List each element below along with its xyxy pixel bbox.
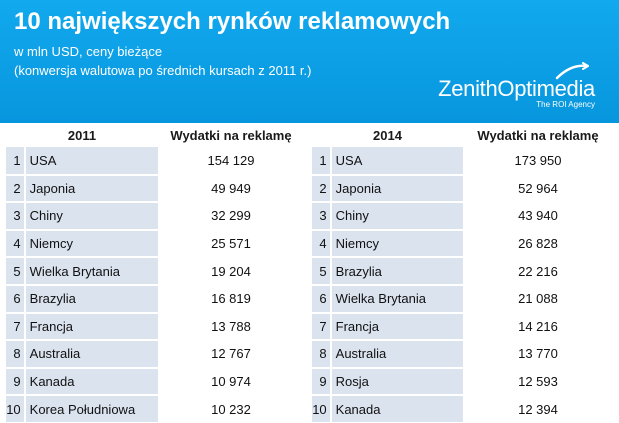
table-row: 4 Niemcy 26 828 [312, 229, 613, 259]
country-cell: Rosja [330, 367, 463, 397]
logo-name: ZenithOptimedia [438, 76, 595, 101]
rank-cell: 10 [312, 395, 332, 423]
value-cell: 52 964 [463, 174, 613, 204]
country-cell: Korea Południowa [24, 395, 158, 423]
table-row: 5 Brazylia 22 216 [312, 257, 613, 286]
rank-cell: 7 [6, 312, 26, 342]
value-cell: 49 949 [158, 174, 304, 204]
subtitle-conversion-note: (konwersja walutowa po średnich kursach … [14, 63, 312, 78]
header-banner: 10 największych rynków reklamowych w mln… [0, 0, 619, 123]
table-row: 8 Australia 13 770 [312, 340, 613, 369]
value-cell: 16 819 [158, 284, 304, 314]
country-cell: Wielka Brytania [24, 257, 158, 286]
rank-cell: 5 [312, 257, 332, 286]
rank-cell: 4 [312, 229, 332, 259]
table-row: 6 Wielka Brytania 21 088 [312, 284, 613, 314]
subtitle: w mln USD, ceny bieżące (konwersja walut… [14, 42, 311, 80]
country-cell: Wielka Brytania [330, 284, 463, 314]
value-cell: 154 129 [158, 147, 304, 176]
table-row: 10 Korea Południowa 10 232 [6, 395, 304, 423]
value-cell: 19 204 [158, 257, 304, 286]
table-row: 9 Rosja 12 593 [312, 367, 613, 397]
value-cell: 32 299 [158, 202, 304, 231]
table-2014: 2014 Wydatki na reklamę 1 USA 173 950 2 Japo… [312, 124, 613, 423]
country-cell: Niemcy [330, 229, 463, 259]
value-cell: 43 940 [463, 202, 613, 231]
value-cell: 22 216 [463, 257, 613, 286]
rank-cell: 4 [6, 229, 26, 259]
table-row: 10 Kanada 12 394 [312, 395, 613, 423]
country-cell: Chiny [24, 202, 158, 231]
country-cell: Brazylia [330, 257, 463, 286]
rank-cell: 9 [312, 367, 332, 397]
value-cell: 13 770 [463, 340, 613, 369]
country-cell: USA [330, 147, 463, 176]
table-row: 3 Chiny 32 299 [6, 202, 304, 231]
subtitle-units: w mln USD, ceny bieżące [14, 44, 163, 59]
country-cell: Australia [24, 340, 158, 369]
value-header: Wydatki na reklamę [170, 128, 292, 143]
rank-cell: 1 [6, 147, 26, 176]
header-background [0, 0, 619, 123]
year-header: 2014 [373, 128, 402, 143]
table-row: 7 Francja 14 216 [312, 312, 613, 342]
value-cell: 12 394 [463, 395, 613, 423]
year-header: 2011 [67, 128, 97, 143]
value-cell: 10 974 [158, 367, 304, 397]
table-row: 3 Chiny 43 940 [312, 202, 613, 231]
logo-swoosh-icon [555, 62, 589, 80]
rank-cell: 6 [6, 284, 26, 314]
country-cell: USA [24, 147, 158, 176]
table-row: 1 USA 154 129 [6, 147, 304, 176]
rank-cell: 8 [6, 340, 26, 369]
table-2011: 2011 Wydatki na reklamę 1 USA 154 129 2 Japo… [6, 124, 304, 423]
table-row: 2 Japonia 52 964 [312, 174, 613, 204]
rank-cell: 1 [312, 147, 332, 176]
value-cell: 13 788 [158, 312, 304, 342]
rank-cell: 7 [312, 312, 332, 342]
rank-cell: 9 [6, 367, 26, 397]
zenithoptimedia-logo: ZenithOptimedia The ROI Agency [438, 62, 595, 109]
rank-cell: 3 [6, 202, 26, 231]
page-title: 10 największych rynków reklamowych [14, 8, 451, 35]
rank-cell: 2 [6, 174, 26, 204]
table-row: 2 Japonia 49 949 [6, 174, 304, 204]
value-cell: 25 571 [158, 229, 304, 259]
country-cell: Japonia [24, 174, 158, 204]
value-cell: 10 232 [158, 395, 304, 423]
country-cell: Brazylia [24, 284, 158, 314]
rank-cell: 2 [312, 174, 332, 204]
table-row: 8 Australia 12 767 [6, 340, 304, 369]
value-cell: 12 767 [158, 340, 304, 369]
value-cell: 173 950 [463, 147, 613, 176]
country-cell: Francja [24, 312, 158, 342]
table-row: 4 Niemcy 25 571 [6, 229, 304, 259]
country-cell: Kanada [330, 395, 463, 423]
table-row: 5 Wielka Brytania 19 204 [6, 257, 304, 286]
country-cell: Kanada [24, 367, 158, 397]
table-row: 7 Francja 13 788 [6, 312, 304, 342]
value-header: Wydatki na reklamę [477, 128, 599, 143]
logo-tagline: The ROI Agency [536, 100, 595, 109]
value-cell: 21 088 [463, 284, 613, 314]
table-row: 1 USA 173 950 [312, 147, 613, 176]
table-row: 6 Brazylia 16 819 [6, 284, 304, 314]
rank-cell: 8 [312, 340, 332, 369]
country-cell: Chiny [330, 202, 463, 231]
country-cell: Japonia [330, 174, 463, 204]
value-cell: 26 828 [463, 229, 613, 259]
table-row: 9 Kanada 10 974 [6, 367, 304, 397]
rank-cell: 6 [312, 284, 332, 314]
country-cell: Australia [330, 340, 463, 369]
rank-cell: 10 [6, 395, 26, 423]
value-cell: 12 593 [463, 367, 613, 397]
country-cell: Francja [330, 312, 463, 342]
rank-cell: 5 [6, 257, 26, 286]
rank-cell: 3 [312, 202, 332, 231]
country-cell: Niemcy [24, 229, 158, 259]
value-cell: 14 216 [463, 312, 613, 342]
